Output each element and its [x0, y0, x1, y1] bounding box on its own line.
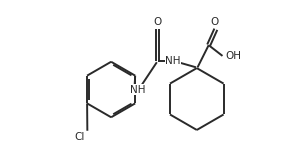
Text: O: O [210, 17, 218, 27]
Text: NH: NH [130, 84, 145, 95]
Text: O: O [153, 17, 161, 27]
Text: OH: OH [225, 51, 241, 61]
Text: NH: NH [165, 56, 181, 66]
Text: Cl: Cl [74, 132, 85, 142]
